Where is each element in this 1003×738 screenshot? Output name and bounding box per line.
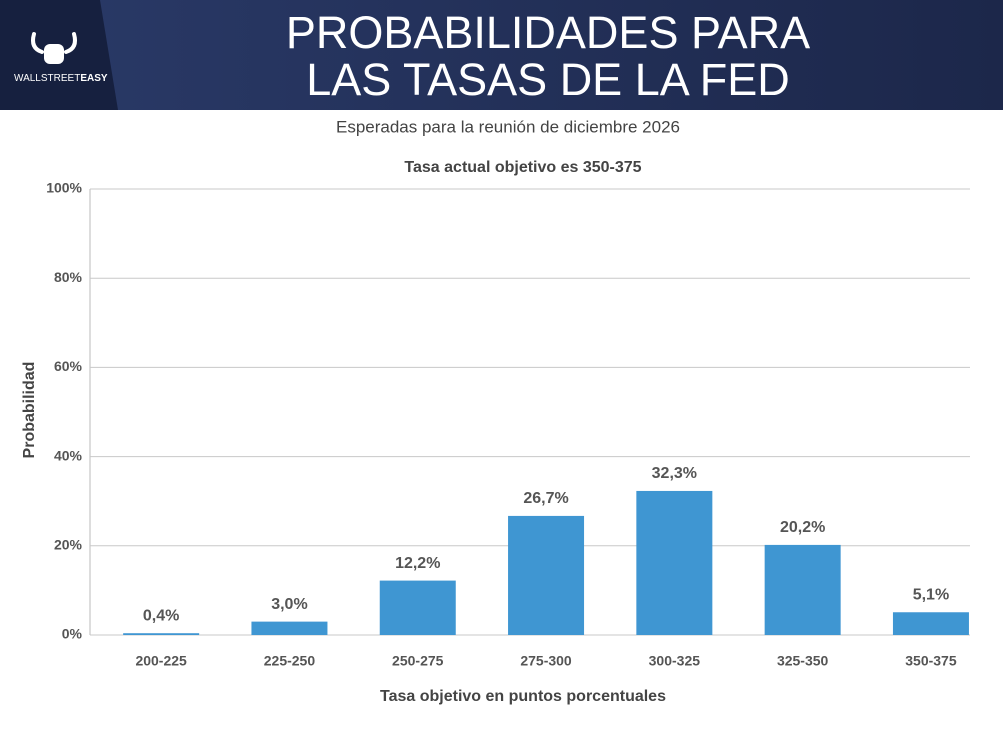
title-line: LAS TASAS DE LA FED xyxy=(306,54,790,105)
value-label: 5,1% xyxy=(913,586,949,603)
bar xyxy=(379,580,456,635)
y-axis-label: Probabilidad xyxy=(21,362,38,459)
value-label: 12,2% xyxy=(395,555,440,572)
value-label: 32,3% xyxy=(652,465,697,482)
x-tick-label: 250-275 xyxy=(392,653,444,669)
y-tick-label: 100% xyxy=(46,180,82,196)
bar xyxy=(636,490,713,635)
bar xyxy=(892,612,969,635)
x-tick-label: 350-375 xyxy=(905,653,957,669)
value-label: 0,4% xyxy=(143,607,179,624)
y-tick-label: 0% xyxy=(62,626,83,642)
x-tick-label: 225-250 xyxy=(264,653,316,669)
y-tick-label: 60% xyxy=(54,358,83,374)
title-line: PROBABILIDADES PARA xyxy=(286,7,810,58)
x-tick-label: 200-225 xyxy=(135,653,187,669)
y-tick-label: 40% xyxy=(54,447,83,463)
brand-part: WALLSTREET xyxy=(14,73,80,84)
bar xyxy=(508,515,585,635)
brand-part: EASY xyxy=(80,73,108,84)
bar xyxy=(251,621,328,635)
value-label: 26,7% xyxy=(523,490,568,507)
value-label: 3,0% xyxy=(271,596,307,613)
y-tick-label: 80% xyxy=(54,269,83,285)
subtitle: Esperadas para la reunión de diciembre 2… xyxy=(336,117,680,136)
x-axis-label: Tasa objetivo en puntos porcentuales xyxy=(380,688,666,705)
x-tick-label: 275-300 xyxy=(520,653,572,669)
brand: WALLSTREETEASY xyxy=(14,73,108,84)
bar xyxy=(764,544,841,635)
header-band xyxy=(0,0,1003,110)
bar xyxy=(123,633,200,635)
chart-title: Tasa actual objetivo es 350-375 xyxy=(404,159,641,176)
y-tick-label: 20% xyxy=(54,537,83,553)
value-label: 20,2% xyxy=(780,519,825,536)
logo-icon xyxy=(31,32,77,64)
x-tick-label: 300-325 xyxy=(649,653,701,669)
x-tick-label: 325-350 xyxy=(777,653,829,669)
